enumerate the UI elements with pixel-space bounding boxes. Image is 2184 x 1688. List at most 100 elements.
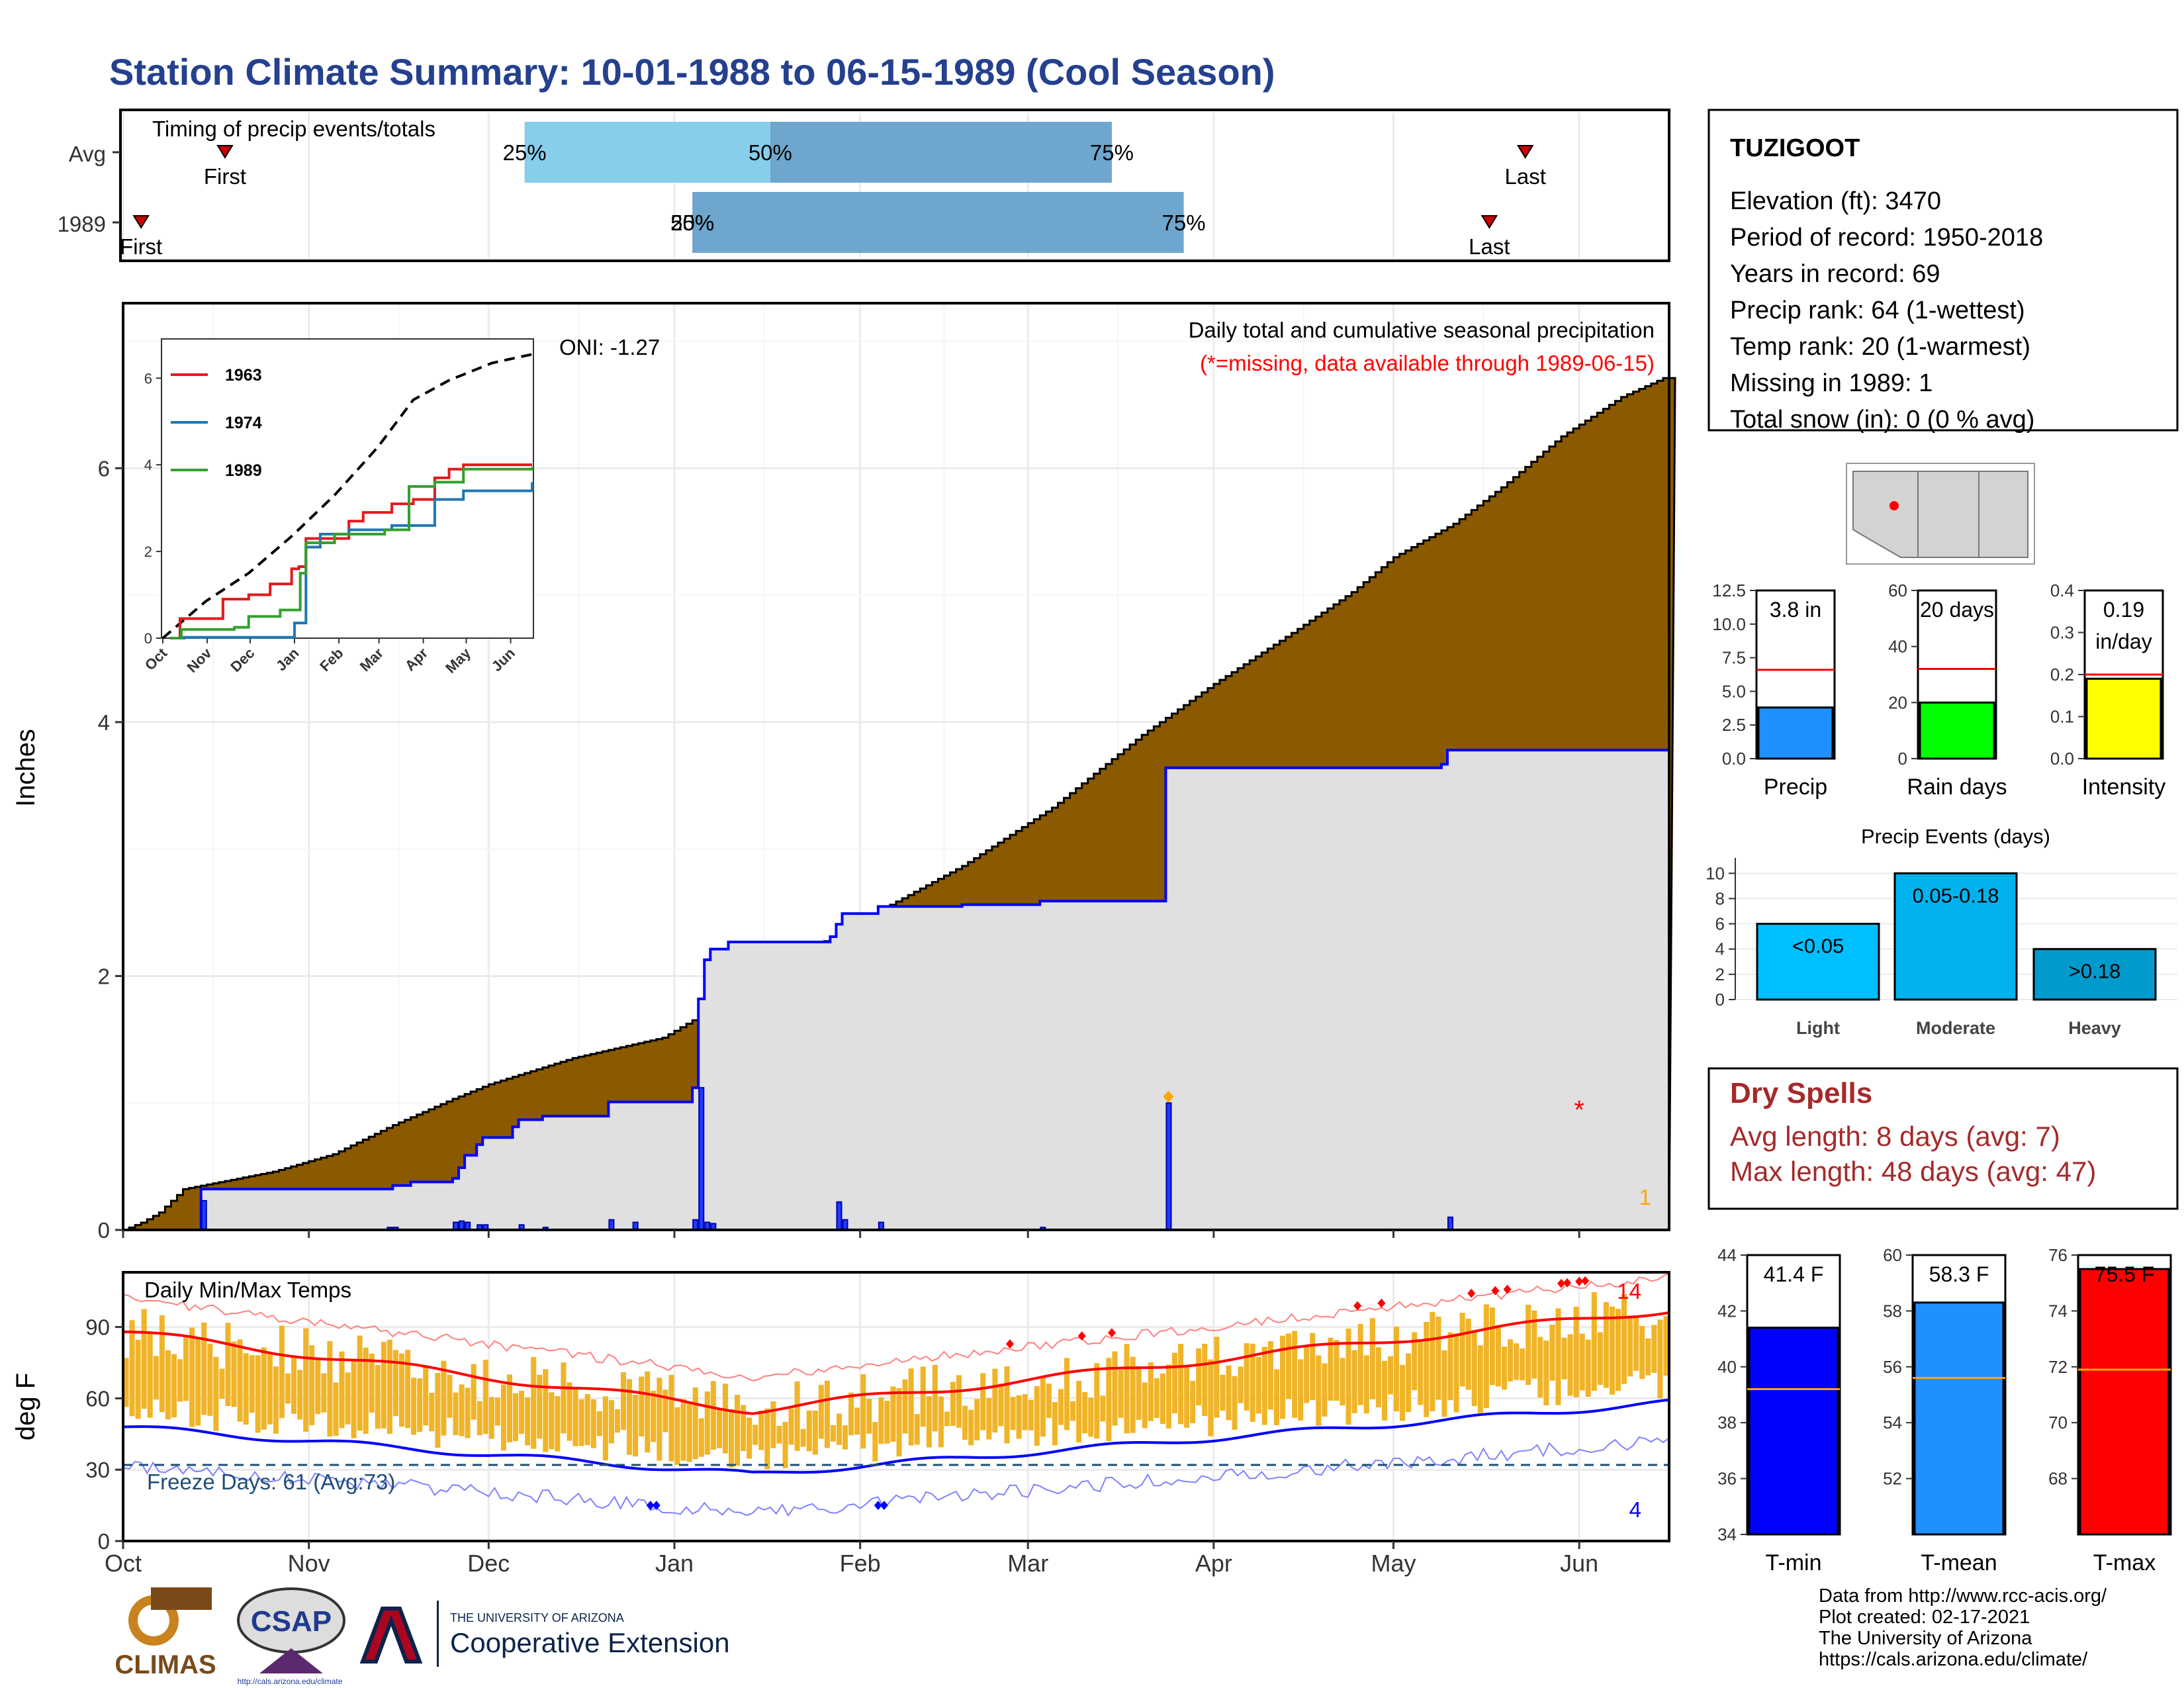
daily-temp-range-bar xyxy=(1603,1301,1609,1388)
daily-temp-range-bar xyxy=(1255,1357,1261,1414)
precip-ytick-label: 4 xyxy=(98,710,110,735)
daily-temp-range-bar xyxy=(177,1359,183,1402)
daily-temp-range-bar xyxy=(482,1360,488,1434)
station-period: Period of record: 1950-2018 xyxy=(1730,224,2043,252)
university-of-arizona-logo: THE UNIVERSITY OF ARIZONA Cooperative Ex… xyxy=(359,1601,730,1667)
daily-temp-range-bar xyxy=(531,1356,537,1449)
daily-temp-range-bar xyxy=(513,1393,519,1441)
dry-spells-frame xyxy=(1707,1067,2179,1210)
events-title: Precip Events (days) xyxy=(1861,825,2050,848)
daily-temp-range-bar xyxy=(213,1356,219,1431)
daily-temp-range-bar xyxy=(950,1382,956,1427)
event-tick: 4 xyxy=(1715,939,1725,959)
daily-temp-range-bar xyxy=(1477,1345,1483,1413)
temp-panel-frame xyxy=(122,1271,1670,1542)
record-high-marker xyxy=(1557,1278,1566,1288)
daily-temp-range-bar xyxy=(1441,1350,1447,1417)
timing-p50-label: 50% xyxy=(670,211,714,235)
daily-temp-range-bar xyxy=(806,1410,812,1452)
daily-temp-range-bar xyxy=(1387,1356,1394,1395)
temp-bar-tick: 54 xyxy=(1883,1413,1902,1432)
daily-temp-range-bar xyxy=(1621,1294,1627,1384)
precip-panel-frame xyxy=(122,302,1670,1231)
daily-temp-range-bar xyxy=(818,1385,824,1439)
daily-temp-range-bar xyxy=(135,1339,141,1419)
daily-temp-range-bar xyxy=(1412,1332,1418,1391)
daily-temp-range-bar xyxy=(392,1350,398,1417)
summary-bar-value xyxy=(1757,706,1834,760)
daily-temp-range-bar xyxy=(686,1401,692,1462)
timing-marker-label: First xyxy=(204,164,246,189)
daily-temp-range-bar xyxy=(543,1369,549,1452)
daily-temp-range-bar xyxy=(1244,1343,1250,1411)
temp-bar-title: T-max xyxy=(2093,1550,2156,1575)
record-low-marker xyxy=(874,1501,882,1511)
daily-temp-range-bar xyxy=(171,1354,177,1418)
daily-temp-range-bar xyxy=(680,1399,686,1461)
daily-temp-range-bar xyxy=(1154,1378,1160,1419)
daily-temp-range-bar xyxy=(860,1374,866,1449)
daily-temp-range-bar xyxy=(1345,1329,1351,1425)
temp-panel-bg xyxy=(123,1272,1669,1541)
daily-precip-bar xyxy=(1165,1102,1172,1231)
daily-temp-range-bar xyxy=(986,1398,992,1440)
event-tick: 6 xyxy=(1715,914,1725,934)
daily-temp-range-bar xyxy=(1171,1352,1178,1414)
temp-month-label: Jun xyxy=(1560,1550,1598,1577)
daily-temp-range-bar xyxy=(830,1425,836,1442)
daily-temp-range-bar xyxy=(788,1408,794,1445)
daily-temp-range-bar xyxy=(459,1384,465,1436)
daily-temp-range-bar xyxy=(357,1335,363,1431)
daily-temp-range-bar xyxy=(255,1355,261,1433)
daily-temp-range-bar xyxy=(207,1343,213,1416)
summary-bar-tick: 0.0 xyxy=(2050,749,2074,769)
climas-logo: CLIMAS xyxy=(114,1587,216,1679)
record-low-marker xyxy=(646,1501,655,1511)
daily-temp-range-bar xyxy=(1279,1335,1286,1419)
daily-precip-bar xyxy=(201,1199,207,1231)
daily-temp-range-bar xyxy=(1286,1333,1292,1399)
daily-precip-bar xyxy=(692,1219,699,1231)
daily-temp-range-bar xyxy=(429,1392,435,1432)
daily-temp-range-bar xyxy=(327,1341,333,1437)
daily-temp-range-bar xyxy=(1663,1316,1669,1376)
daily-temp-range-bar xyxy=(1394,1327,1400,1412)
inset-legend-label: 1974 xyxy=(225,414,262,432)
daily-temp-range-bar xyxy=(1418,1341,1424,1405)
daily-temp-range-bar xyxy=(1424,1322,1430,1417)
daily-temp-range-bar xyxy=(1573,1306,1579,1397)
event-tick: 10 xyxy=(1706,863,1725,883)
temp-bar-value xyxy=(1748,1327,1839,1536)
daily-precip-bar xyxy=(698,1087,705,1231)
daily-temp-range-bar xyxy=(1273,1369,1279,1426)
temp-bar-tick: 40 xyxy=(1717,1357,1737,1377)
daily-temp-range-bar xyxy=(1328,1337,1334,1401)
daily-temp-range-bar xyxy=(189,1327,195,1427)
daily-temp-range-bar xyxy=(237,1339,243,1422)
temp-bar-tick: 44 xyxy=(1717,1245,1737,1265)
temp-month-label: Jan xyxy=(655,1550,694,1577)
daily-temp-range-bar xyxy=(716,1408,722,1448)
record-high-marker xyxy=(1503,1284,1512,1294)
daily-temp-range-bar xyxy=(1148,1362,1154,1421)
daily-temp-range-bar xyxy=(351,1359,357,1438)
timing-p50-label: 50% xyxy=(749,140,792,165)
daily-temp-range-bar xyxy=(692,1387,698,1460)
temp-bar-tick: 56 xyxy=(1883,1357,1902,1377)
event-tick: 2 xyxy=(1715,964,1725,984)
daily-temp-range-bar xyxy=(1022,1394,1028,1430)
record-high-marker xyxy=(1006,1339,1015,1349)
daily-precip-bar xyxy=(836,1201,842,1231)
daily-precip-bar xyxy=(459,1220,465,1231)
daily-temp-range-bar xyxy=(447,1374,453,1418)
dry-spells-title: Dry Spells xyxy=(1730,1077,1872,1109)
daily-temp-range-bar xyxy=(1375,1347,1381,1408)
daily-temp-range-bar xyxy=(1633,1317,1639,1371)
daily-temp-range-bar xyxy=(1316,1355,1322,1426)
daily-temp-range-bar xyxy=(651,1391,657,1442)
daily-temp-range-bar xyxy=(315,1358,321,1415)
daily-temp-range-bar xyxy=(710,1381,716,1450)
daily-temp-range-bar xyxy=(159,1315,165,1413)
